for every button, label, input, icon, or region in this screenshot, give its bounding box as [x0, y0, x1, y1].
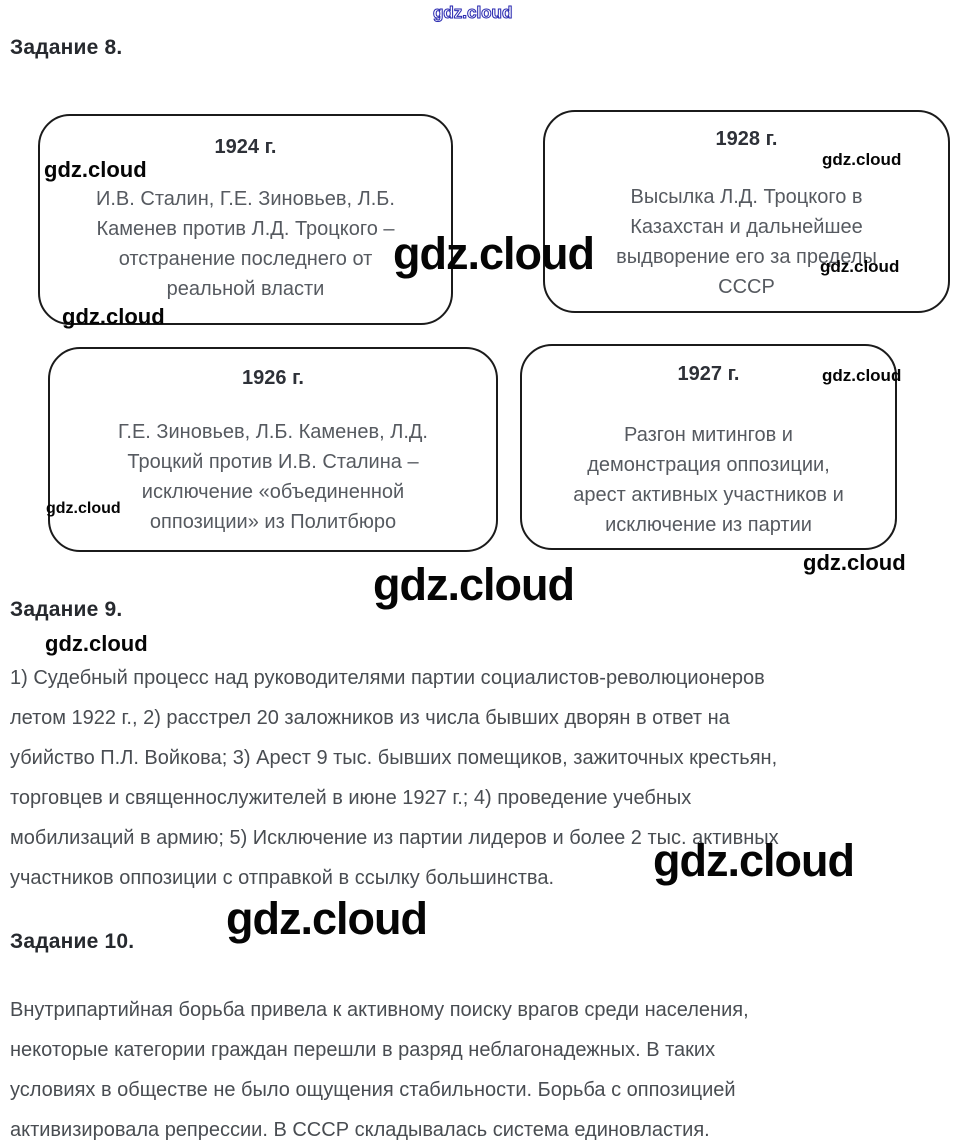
year-box-1927-text: Разгон митингов и демонстрация оппозиции… — [573, 424, 844, 536]
task8-heading: Задание 8. — [10, 36, 123, 59]
year-box-1928-text: Высылка Л.Д. Троцкого в Казахстан и даль… — [616, 186, 877, 298]
year-box-1927: 1927 г. Разгон митингов и демонстрация о… — [520, 344, 897, 550]
watermark-gdz-cloud: gdz.cloud — [44, 157, 147, 182]
watermark-gdz-cloud: gdz.cloud — [653, 835, 855, 886]
year-box-1924-text: И.В. Сталин, Г.Е. Зиновьев, Л.Б. Каменев… — [96, 188, 395, 300]
watermark-gdz-cloud: gdz.cloud — [820, 257, 900, 276]
watermark-gdz-cloud: gdz.cloud — [46, 500, 121, 517]
year-box-1927-title: 1927 г. — [677, 363, 740, 385]
watermark-gdz-cloud: gdz.cloud — [822, 366, 902, 385]
task9-heading: Задание 9. — [10, 598, 123, 621]
watermark-gdz-cloud: gdz.cloud — [373, 559, 575, 610]
watermark-gdz-cloud: gdz.cloud — [45, 631, 148, 656]
year-box-1924: 1924 г. И.В. Сталин, Г.Е. Зиновьев, Л.Б.… — [38, 114, 453, 325]
watermark-gdz-cloud: gdz.cloud — [822, 150, 902, 169]
year-box-1926-title: 1926 г. — [242, 367, 304, 389]
watermark-gdz-cloud: gdz.cloud — [62, 304, 165, 329]
watermark-gdz-cloud: gdz.cloud — [803, 550, 906, 575]
year-box-1926-text: Г.Е. Зиновьев, Л.Б. Каменев, Л.Д. Троцки… — [118, 421, 428, 533]
year-box-1928-title: 1928 г. — [715, 128, 778, 150]
year-box-1928: 1928 г. Высылка Л.Д. Троцкого в Казахста… — [543, 110, 950, 313]
year-box-1926: 1926 г. Г.Е. Зиновьев, Л.Б. Каменев, Л.Д… — [48, 347, 498, 552]
task10-heading: Задание 10. — [10, 930, 135, 953]
task9-paragraph: 1) Судебный процесс над руководителями п… — [10, 667, 779, 889]
watermark-gdz-cloud: gdz.cloud — [226, 893, 428, 944]
watermark-gdz-cloud-blue: gdz.cloud — [432, 3, 513, 22]
watermark-gdz-cloud: gdz.cloud — [393, 228, 595, 279]
task10-paragraph: Внутрипартийная борьба привела к активно… — [10, 999, 749, 1141]
year-box-1924-title: 1924 г. — [214, 136, 277, 158]
